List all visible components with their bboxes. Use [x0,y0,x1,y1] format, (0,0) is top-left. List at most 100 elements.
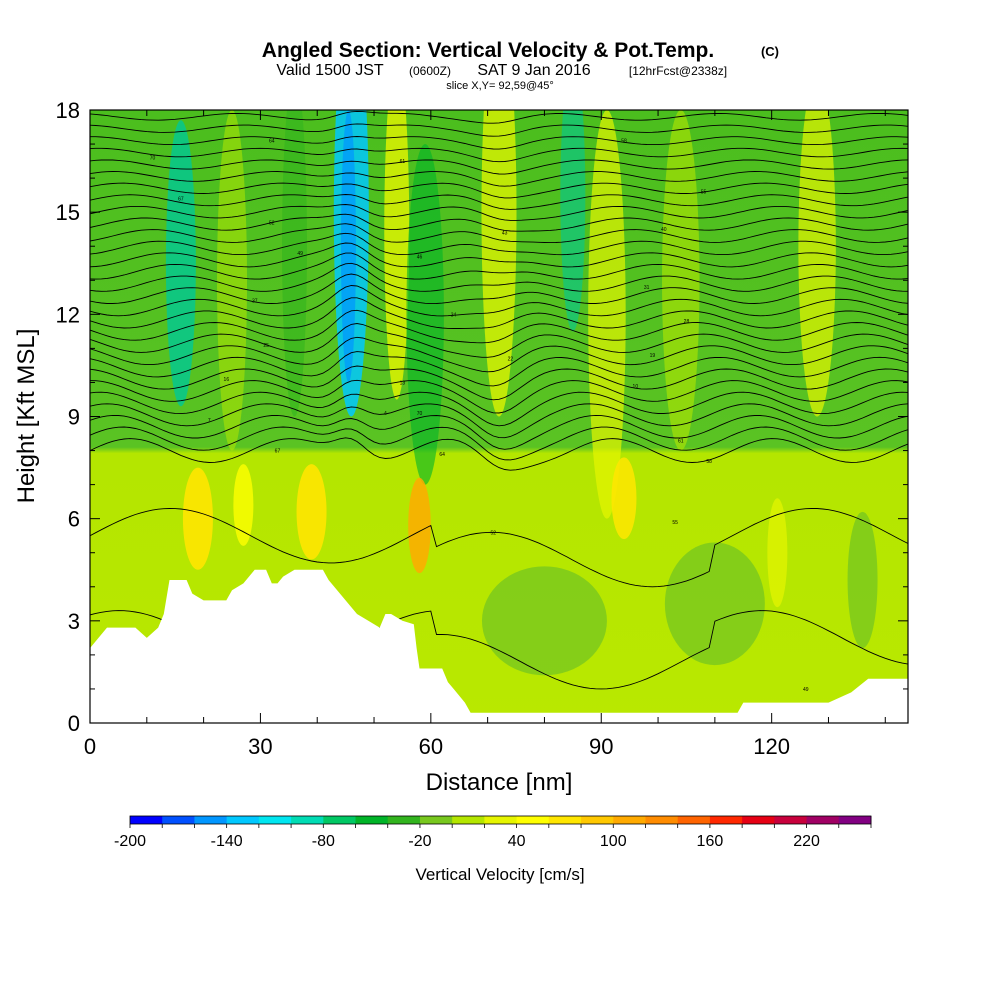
colorbar-swatch [387,816,421,824]
isentrope-labels: 70 67 64 61 58 55 52 49 46 43 40 37 34 31 28 25 22 19 16 13… [150,139,809,693]
isentrope-line [90,508,908,588]
isentrope-line [90,309,908,344]
valid-prefix: Valid 1500 JST [276,62,384,79]
colorbar-tick-label: 100 [600,833,627,850]
isentrope-label: 28 [684,319,690,325]
colorbar-swatch [774,816,808,824]
isentrope-label: 67 [275,449,281,455]
isentrope-label: 10 [633,384,639,390]
colorbar-tick-label: 220 [793,833,820,850]
y-tick-label: 18 [56,98,80,123]
isentrope-line [90,136,908,150]
y-tick-label: 15 [56,200,80,225]
x-tick-label: 120 [753,734,790,759]
slice-info: slice X,Y= 92,59@45° [446,80,554,92]
velocity-cell [662,110,700,451]
colorbar-swatch [226,816,260,824]
terrain [90,569,908,723]
isentrope-label: 46 [417,254,423,260]
isentrope-label: 7 [208,418,211,424]
colorbar-tick-label: -80 [312,833,335,850]
isentrope-label: 37 [252,299,258,305]
y-axis: 0 3 6 9 12 15 18 [56,98,908,736]
isentrope-line [90,351,908,387]
isentrope-label: 64 [269,139,275,145]
isentrope-label: 52 [269,220,275,226]
valid-zulu: (0600Z) [409,64,451,78]
chart-header: Angled Section: Vertical Velocity & Pot.… [262,39,779,92]
isentrope-line [90,182,908,199]
valid-date: SAT 9 Jan 2016 [477,62,590,79]
isentrope-label: 4 [384,411,387,417]
colorbar-swatch [419,816,453,824]
isentrope-line [90,171,908,187]
y-tick-label: 3 [68,609,80,634]
isentrope-line [90,147,908,163]
isentrope-line [90,297,908,329]
velocity-cell [798,110,836,417]
colorbar-swatch [323,816,357,824]
velocity-cell [296,464,327,560]
isentrope-line [90,252,908,280]
x-axis-label: Distance [nm] [426,769,573,796]
colorbar-tick-label: -20 [408,833,431,850]
colorbar-tick-label: 40 [508,833,526,850]
isentrope-line [474,110,501,111]
velocity-cell [664,542,765,666]
isentrope-label: 34 [451,312,457,318]
x-tick-label: 0 [84,734,96,759]
isentrope-label: 61 [400,159,406,165]
x-tick-label: 60 [419,734,443,759]
isentrope-line [90,232,908,256]
isentrope-line [90,204,908,221]
colorbar-swatch [613,816,646,824]
velocity-cell [611,457,637,540]
y-tick-label: 6 [68,507,80,532]
isentrope-label: 13 [400,380,406,386]
colorbar-swatch [355,816,389,824]
isentrope-line [90,285,908,317]
isentrope-label: 52 [491,530,497,536]
isentrope-label: 70 [417,411,423,417]
x-axis: 0 30 60 90 120 [84,110,886,759]
y-axis-label: Height [Kft MSL] [13,329,40,504]
colorbar-swatch [484,816,518,824]
velocity-cell [767,498,788,608]
velocity-cell [588,110,626,519]
velocity-cell [847,511,878,649]
colorbar-swatch [194,816,228,824]
colorbar-swatch [742,816,775,824]
chart-title-unit: (C) [761,44,779,59]
colorbar: -200 -140 -80 -20 40 100 160 220 [114,815,872,850]
velocity-cell [217,110,248,451]
isentrope-line [90,213,908,232]
isentrope-label: 55 [672,520,678,526]
isentrope-label: 40 [661,227,667,233]
velocity-cell [233,464,254,546]
colorbar-swatch [838,816,872,824]
colorbar-swatch [677,816,711,824]
colorbar-swatch [258,816,292,824]
isentrope-line [90,194,908,210]
colorbar-tick-label: -200 [114,833,146,850]
isentrope-label: 16 [224,377,230,383]
velocity-cell [340,110,356,383]
y-tick-label: 9 [68,405,80,430]
colorbar-swatch [452,816,485,824]
y-tick-label: 0 [68,711,80,736]
isentrope-line [90,242,908,268]
isentrope-label: 31 [644,285,650,291]
velocity-cell [560,110,586,332]
colorbar-swatch [291,816,324,824]
isentrope-line [90,391,908,427]
isentrope-label: 55 [701,190,707,196]
isentrope-line [90,262,908,292]
isentrope-label: 19 [650,353,656,359]
colorbar-swatch [130,816,163,824]
velocity-cell [182,467,213,570]
isentrope-label: 70 [150,156,156,162]
colorbar-swatch [645,816,679,824]
colorbar-swatch [516,816,550,824]
isentrope-label: 43 [502,231,508,237]
